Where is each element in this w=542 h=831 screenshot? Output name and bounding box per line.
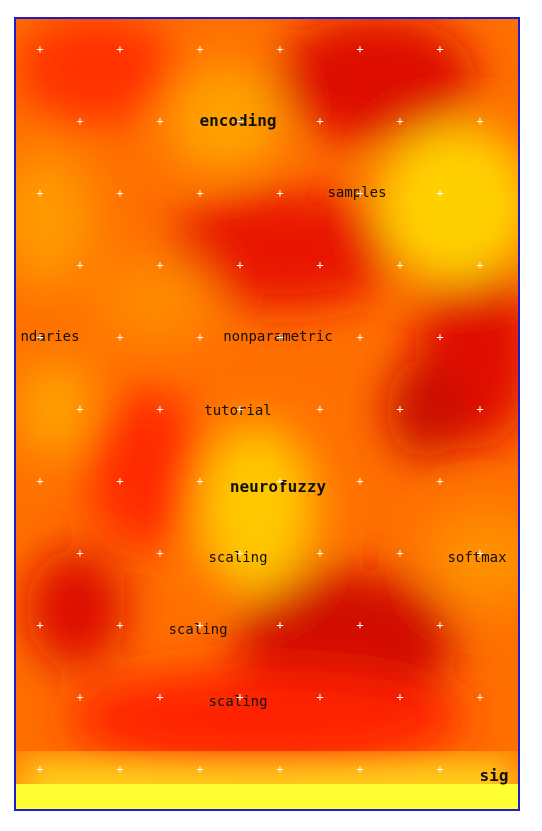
grid-node-marker: + xyxy=(436,186,444,200)
grid-node-marker: + xyxy=(316,114,324,128)
grid-node-marker: + xyxy=(396,402,404,416)
grid-node-marker: + xyxy=(276,474,284,488)
grid-node-marker: + xyxy=(116,186,124,200)
grid-node-marker: + xyxy=(36,474,44,488)
grid-node-marker: + xyxy=(396,114,404,128)
grid-node-marker: + xyxy=(236,546,244,560)
grid-node-marker: + xyxy=(356,762,364,776)
grid-node-marker: + xyxy=(436,42,444,56)
map-label: sig xyxy=(479,766,509,785)
grid-node-marker: + xyxy=(276,618,284,632)
grid-node-marker: + xyxy=(36,618,44,632)
grid-node-marker: + xyxy=(476,402,484,416)
grid-node-marker: + xyxy=(156,546,164,560)
grid-node-marker: + xyxy=(156,258,164,272)
heatmap-background xyxy=(16,19,518,809)
grid-node-marker: + xyxy=(76,402,84,416)
grid-node-marker: + xyxy=(316,546,324,560)
grid-node-marker: + xyxy=(116,762,124,776)
grid-node-marker: + xyxy=(76,114,84,128)
grid-node-marker: + xyxy=(116,42,124,56)
grid-node-marker: + xyxy=(356,618,364,632)
grid-node-marker: + xyxy=(36,762,44,776)
grid-node-marker: + xyxy=(436,474,444,488)
grid-node-marker: + xyxy=(116,330,124,344)
grid-node-marker: + xyxy=(356,186,364,200)
grid-node-marker: + xyxy=(476,258,484,272)
map-label: tutorial xyxy=(204,403,272,419)
grid-node-marker: + xyxy=(476,690,484,704)
grid-node-marker: + xyxy=(396,258,404,272)
grid-node-marker: + xyxy=(196,762,204,776)
grid-node-marker: + xyxy=(236,258,244,272)
grid-node-marker: + xyxy=(316,402,324,416)
grid-node-marker: + xyxy=(196,474,204,488)
map-label: softmax xyxy=(447,550,507,566)
map-label: samples xyxy=(327,185,387,201)
grid-node-marker: + xyxy=(396,690,404,704)
grid-node-marker: + xyxy=(276,186,284,200)
grid-node-marker: + xyxy=(476,114,484,128)
grid-node-marker: + xyxy=(36,330,44,344)
grid-node-marker: + xyxy=(196,330,204,344)
grid-node-marker: + xyxy=(396,546,404,560)
grid-node-marker: + xyxy=(36,186,44,200)
map-label: nonparametric xyxy=(223,329,333,345)
grid-node-marker: + xyxy=(316,258,324,272)
grid-node-marker: + xyxy=(36,42,44,56)
grid-node-marker: + xyxy=(436,618,444,632)
grid-node-marker: + xyxy=(156,402,164,416)
map-label: scaling xyxy=(208,550,268,566)
grid-node-marker: + xyxy=(156,114,164,128)
grid-node-marker: + xyxy=(356,330,364,344)
grid-node-marker: + xyxy=(356,474,364,488)
grid-node-marker: + xyxy=(76,546,84,560)
map-label: neurofuzzy xyxy=(229,477,327,496)
grid-node-marker: + xyxy=(316,690,324,704)
grid-node-marker: + xyxy=(236,114,244,128)
grid-node-marker: + xyxy=(276,330,284,344)
grid-node-marker: + xyxy=(196,618,204,632)
grid-node-marker: + xyxy=(276,762,284,776)
grid-node-marker: + xyxy=(236,402,244,416)
grid-node-marker: + xyxy=(236,690,244,704)
grid-node-marker: + xyxy=(276,42,284,56)
grid-node-marker: + xyxy=(156,690,164,704)
grid-node-marker: + xyxy=(76,690,84,704)
grid-node-marker: + xyxy=(436,762,444,776)
grid-node-marker: + xyxy=(356,42,364,56)
grid-node-marker: + xyxy=(196,42,204,56)
grid-node-marker: + xyxy=(116,474,124,488)
grid-node-marker: + xyxy=(116,618,124,632)
map-label: ndaries xyxy=(20,329,80,345)
map-label: encoding xyxy=(199,111,277,130)
grid-node-marker: + xyxy=(476,546,484,560)
self-organizing-map: encoding samples ndaries nonparametric t… xyxy=(14,17,520,811)
map-label: scaling xyxy=(168,622,228,638)
map-label: scaling xyxy=(208,694,268,710)
grid-node-marker: + xyxy=(76,258,84,272)
grid-node-marker: + xyxy=(436,330,444,344)
grid-node-marker: + xyxy=(196,186,204,200)
